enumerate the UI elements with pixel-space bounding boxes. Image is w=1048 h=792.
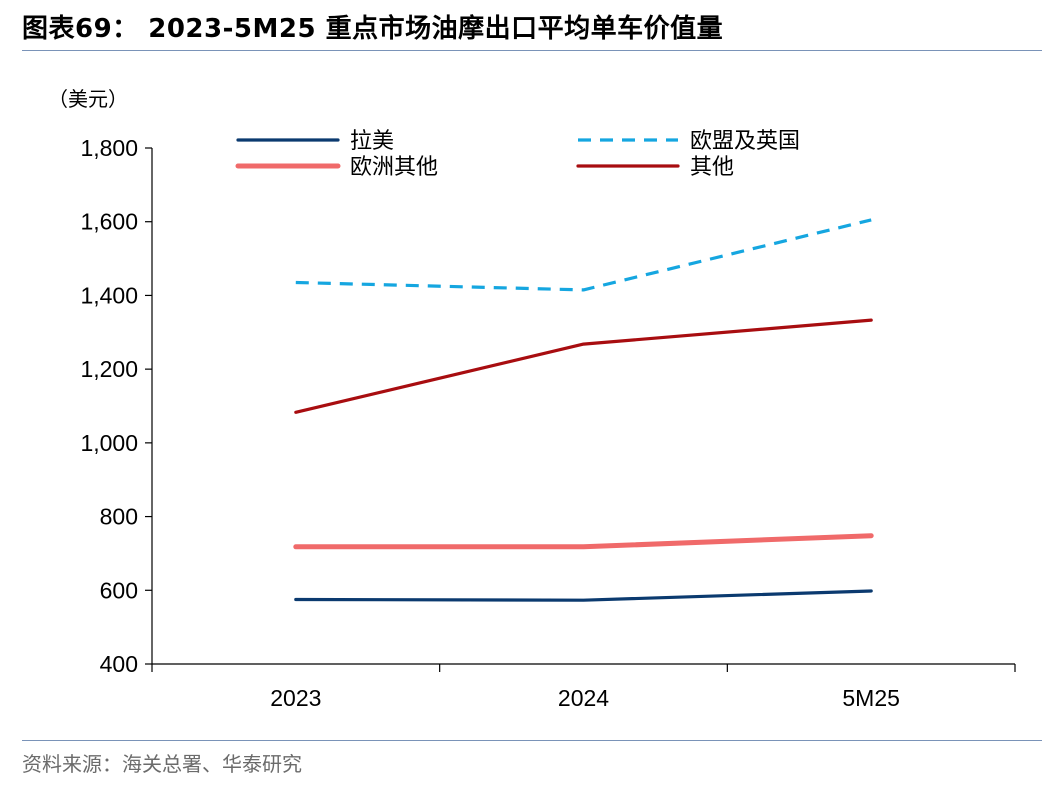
- source-note: 资料来源：海关总署、华泰研究: [22, 752, 302, 776]
- figure-title: 图表69： 2023-5M25 重点市场油摩出口平均单车价值量: [22, 14, 724, 44]
- y-tick-label: 600: [100, 577, 138, 603]
- legend-label: 拉美: [350, 129, 394, 154]
- y-tick-label: 1,200: [80, 356, 138, 382]
- series-line-0: [294, 589, 873, 602]
- y-unit-label: （美元）: [48, 87, 128, 111]
- y-tick-label: 1,800: [80, 135, 138, 161]
- series-line-3: [294, 318, 873, 414]
- legend-label: 欧洲其他: [350, 155, 438, 180]
- y-tick-label: 1,400: [80, 282, 138, 308]
- legend-label: 其他: [690, 155, 734, 180]
- y-tick-label: 800: [100, 504, 138, 530]
- source-divider: [22, 740, 1042, 741]
- series-line-2: [293, 533, 874, 550]
- x-tick-label: 2023: [270, 685, 321, 711]
- x-tick-label: 2024: [558, 685, 609, 711]
- y-tick-label: 1,600: [80, 209, 138, 235]
- axes: 400 600 800 1,000 1,200 1,400 1,600 1,800 2023 20…: [80, 135, 1016, 711]
- y-tick-label: 400: [100, 651, 138, 677]
- legend-label: 欧盟及英国: [690, 129, 800, 154]
- series-layer: [293, 218, 874, 602]
- series-line-1: [295, 218, 872, 292]
- x-tick-label: 5M25: [842, 685, 900, 711]
- y-tick-label: 1,000: [80, 430, 138, 456]
- title-divider: [22, 50, 1042, 51]
